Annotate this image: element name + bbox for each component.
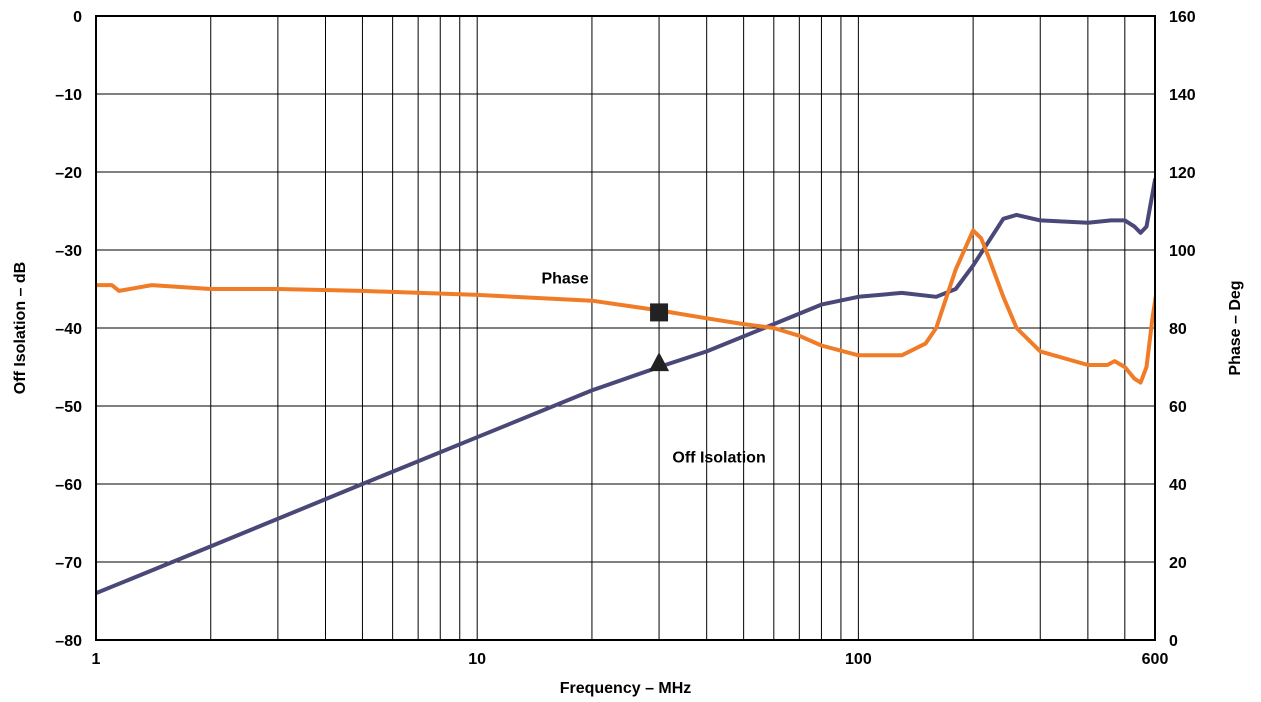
y2-tick-label: 160: [1169, 9, 1196, 26]
y2-tick-label: 140: [1169, 87, 1196, 104]
series-line-off-isolation: [96, 177, 1155, 596]
series-line-phase: [96, 228, 1155, 385]
series-markers: [649, 303, 670, 372]
x-tick-label: 100: [845, 651, 872, 668]
x-tick-label: 600: [1142, 651, 1169, 668]
y-tick-label: –10: [55, 87, 82, 104]
y-tick-label: –20: [55, 165, 82, 182]
plot-frame: [95, 15, 1156, 641]
series-label-off-isolation: Off Isolation: [672, 450, 765, 467]
tick-labels: 1 10 100 6000–10–20–30–40–50–60–70–80160140…: [55, 9, 1196, 668]
y-tick-label: 0: [73, 9, 82, 26]
y2-tick-label: 120: [1169, 165, 1196, 182]
y-tick-label: –30: [55, 243, 82, 260]
y2-tick-label: 100: [1169, 243, 1196, 260]
series-label-phase: Phase: [541, 270, 588, 287]
y2-axis-title: Phase – Deg: [1227, 280, 1244, 375]
y-tick-label: –80: [55, 633, 82, 650]
y2-tick-label: 0: [1169, 633, 1178, 650]
y2-tick-label: 80: [1169, 321, 1187, 338]
x-tick-label: 1: [92, 651, 101, 668]
y-tick-label: –50: [55, 399, 82, 416]
grid-lines: [96, 16, 1155, 640]
series-lines: [96, 177, 1155, 596]
y2-tick-label: 40: [1169, 477, 1187, 494]
series-marker-triangle: [649, 352, 670, 372]
y-tick-label: –70: [55, 555, 82, 572]
y2-tick-label: 60: [1169, 399, 1187, 416]
y-axis-title: Off Isolation – dB: [12, 262, 29, 394]
x-tick-label: 10: [468, 651, 486, 668]
y2-tick-label: 20: [1169, 555, 1187, 572]
x-axis-title: Frequency – MHz: [560, 680, 692, 697]
series-marker-square: [650, 303, 669, 322]
y-tick-label: –40: [55, 321, 82, 338]
y-tick-label: –60: [55, 477, 82, 494]
